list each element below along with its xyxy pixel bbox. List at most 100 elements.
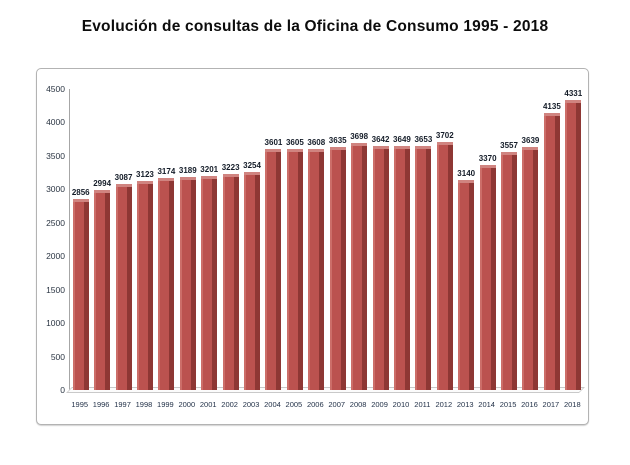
bar-top-face — [136, 181, 153, 185]
bar-1996 — [94, 189, 111, 390]
x-tick-label: 2006 — [306, 400, 324, 409]
bar-1995 — [72, 198, 89, 390]
bar-top-face — [265, 149, 282, 153]
bar-top-face — [94, 189, 111, 193]
bar-value-label: 3254 — [243, 161, 261, 171]
x-tick-label: 2003 — [242, 400, 260, 409]
chart-title: Evolución de consultas de la Oficina de … — [81, 18, 549, 35]
bar-value-label: 3140 — [457, 168, 476, 178]
x-tick-label: 2012 — [435, 400, 453, 409]
bar-value-label: 3601 — [264, 138, 283, 148]
bar-value-label: 3605 — [285, 137, 304, 147]
x-tick-label: 2016 — [521, 400, 538, 409]
x-tick-label: 1998 — [135, 400, 153, 409]
bar-value-label: 4135 — [542, 102, 561, 112]
bar-top-face — [72, 198, 89, 202]
x-tick-label: 2018 — [563, 400, 581, 409]
y-tick-label: 4500 — [46, 84, 65, 94]
bar-value-label: 3557 — [500, 141, 518, 151]
bar-value-label: 3639 — [521, 135, 540, 145]
y-tick-label: 1000 — [46, 318, 65, 329]
bar-top-face — [479, 164, 496, 168]
bar-2015 — [501, 152, 518, 390]
bar-top-face — [115, 183, 132, 187]
bar-value-label: 3189 — [178, 165, 197, 175]
plot-area: 2856 2994 3087 3123 3174 3189 3201 3223 3254 3601… — [66, 89, 585, 393]
bar-value-label: 3123 — [136, 170, 154, 180]
bar-2013 — [458, 179, 475, 390]
x-tick-label: 2002 — [221, 400, 238, 409]
bar-2000 — [179, 176, 196, 390]
bar-2009 — [372, 146, 389, 390]
y-tick-label: 3500 — [46, 150, 65, 161]
bar-top-face — [329, 146, 346, 150]
bar-value-label: 2994 — [93, 178, 112, 188]
bar-value-label: 3698 — [350, 131, 369, 141]
y-tick-label: 2500 — [46, 217, 65, 228]
bar-top-face — [308, 148, 325, 152]
bar-1998 — [136, 181, 153, 390]
x-tick-label: 2000 — [178, 400, 196, 409]
x-tick-label: 2010 — [392, 400, 410, 409]
bar-top-face — [458, 179, 475, 183]
bar-value-label: 2856 — [71, 187, 90, 197]
x-tick-label: 2005 — [285, 400, 303, 409]
bar-top-face — [351, 142, 368, 146]
bar-2012 — [436, 142, 453, 390]
bar-2002 — [222, 174, 239, 390]
bar-2007 — [329, 146, 346, 390]
bar-top-face — [565, 100, 582, 104]
bar-top-face — [222, 174, 239, 178]
x-tick-label: 2007 — [328, 400, 346, 409]
y-tick-label: 1500 — [46, 284, 65, 295]
bar-2004 — [265, 149, 282, 390]
x-tick-label: 1997 — [114, 400, 131, 409]
bar-2001 — [201, 175, 218, 390]
bar-2018 — [565, 100, 582, 390]
y-tick-label: 0 — [60, 385, 65, 395]
x-tick-label: 1999 — [157, 400, 174, 409]
x-tick-label: 2001 — [199, 400, 217, 409]
x-tick-label: 2014 — [478, 400, 495, 409]
bar-value-label: 3702 — [435, 131, 454, 141]
x-tick-label: 2004 — [264, 400, 281, 409]
bar-top-face — [372, 146, 389, 150]
bar-2006 — [308, 148, 325, 390]
y-tick-label: 3000 — [46, 184, 65, 195]
bar-top-face — [286, 148, 303, 152]
bar-value-label: 3635 — [328, 135, 347, 145]
bar-2005 — [286, 148, 303, 390]
bar-value-label: 3653 — [414, 134, 433, 144]
x-tick-label: 2013 — [456, 400, 474, 409]
x-tick-label: 1996 — [92, 400, 110, 409]
y-tick-label: 4000 — [46, 117, 65, 128]
bar-top-face — [244, 172, 261, 176]
x-tick-label: 2009 — [371, 400, 388, 409]
bar-top-face — [501, 152, 518, 156]
bar-2014 — [479, 164, 496, 390]
bar-2008 — [351, 142, 368, 390]
chart-frame: 2856 2994 3087 3123 3174 3189 3201 3223 3254 3601… — [36, 68, 589, 425]
bar-2016 — [522, 146, 539, 390]
bar-top-face — [393, 145, 410, 149]
bar-value-label: 4331 — [564, 89, 583, 99]
bar-value-label: 3201 — [200, 164, 219, 174]
x-tick-label: 2015 — [499, 400, 517, 409]
bar-1997 — [115, 183, 132, 390]
bar-value-label: 3649 — [393, 134, 411, 144]
x-tick-label: 2011 — [414, 400, 431, 409]
bar-2003 — [244, 172, 261, 390]
bar-top-face — [179, 176, 196, 180]
bar-top-face — [543, 113, 560, 117]
bar-top-face — [522, 146, 539, 150]
bar-value-label: 3087 — [114, 172, 133, 182]
bar-top-face — [415, 145, 432, 149]
bar-value-label: 3608 — [307, 137, 326, 147]
bar-top-face — [158, 177, 175, 181]
bar-value-label: 3370 — [478, 153, 497, 163]
y-tick-label: 2000 — [46, 251, 65, 262]
bar-top-face — [436, 142, 453, 146]
bar-2011 — [415, 145, 432, 390]
x-tick-label: 2008 — [349, 400, 367, 409]
